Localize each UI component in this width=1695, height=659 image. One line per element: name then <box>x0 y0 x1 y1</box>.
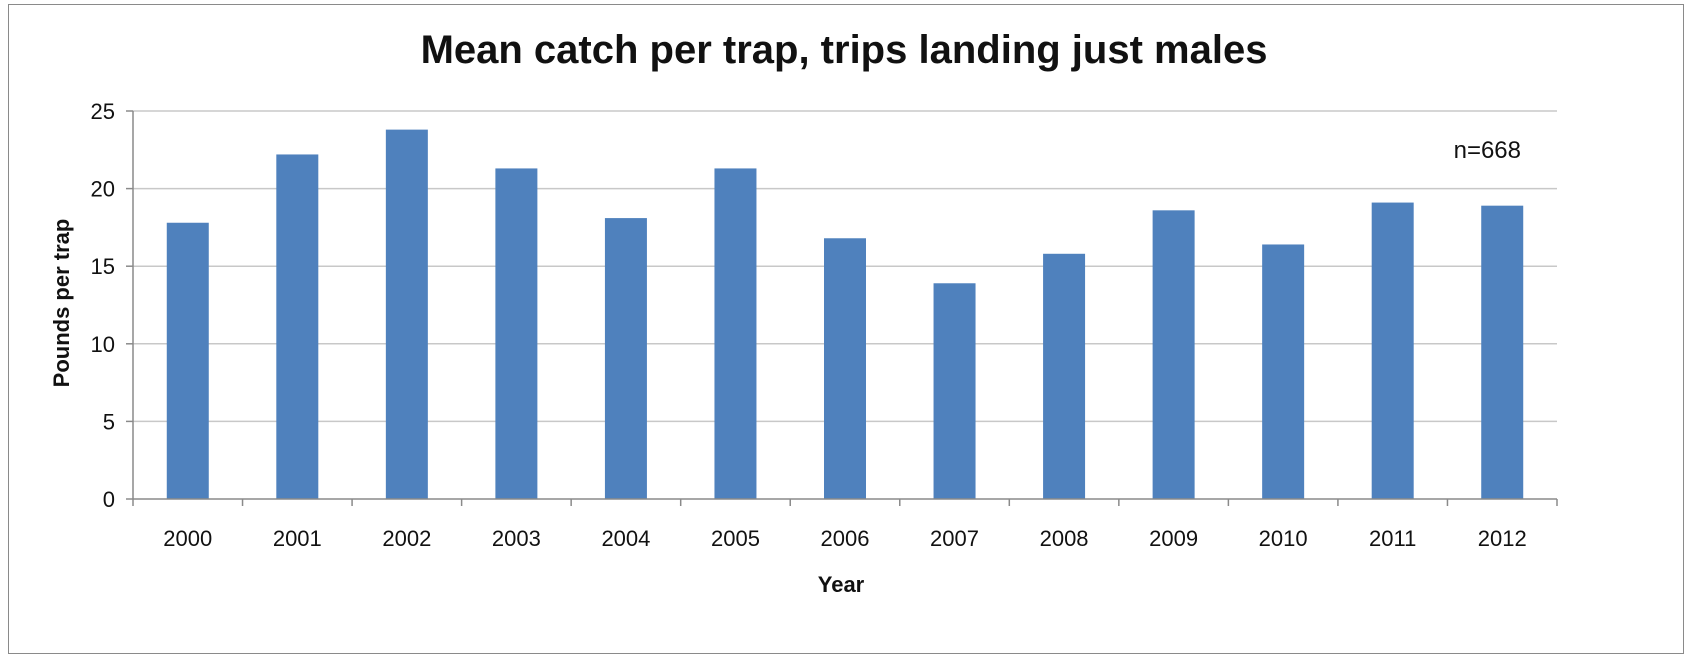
axes <box>126 110 1558 506</box>
x-tick-label: 2006 <box>821 526 870 551</box>
bar-2004 <box>604 218 647 499</box>
chart-frame: Mean catch per trap, trips landing just … <box>8 4 1684 654</box>
x-tick-label: 2000 <box>163 526 212 551</box>
bar-2007 <box>933 283 976 499</box>
bar-2009 <box>1152 210 1195 499</box>
bar-chart: Mean catch per trap, trips landing just … <box>49 28 1558 597</box>
bar-2001 <box>276 154 319 499</box>
bar-2006 <box>824 238 866 499</box>
bar-2012 <box>1481 205 1524 499</box>
x-tick-label: 2009 <box>1149 526 1198 551</box>
chart-title: Mean catch per trap, trips landing just … <box>421 28 1268 72</box>
y-tick-label: 5 <box>103 409 115 434</box>
sample-size-annotation: n=668 <box>1454 137 1521 164</box>
bar-2000 <box>166 222 209 499</box>
y-tick-labels: 0 5 10 15 20 25 <box>91 99 115 512</box>
x-tick-label: 2012 <box>1478 526 1527 551</box>
x-tick-label: 2003 <box>492 526 541 551</box>
y-tick-label: 10 <box>91 332 115 357</box>
x-tick-label: 2010 <box>1259 526 1308 551</box>
bar-2005 <box>714 168 757 499</box>
y-tick-label: 0 <box>103 487 115 512</box>
bar-2011 <box>1371 202 1414 499</box>
bars <box>166 129 1524 499</box>
x-tick-label: 2008 <box>1040 526 1089 551</box>
x-tick-label: 2005 <box>711 526 760 551</box>
y-tick-label: 25 <box>91 99 115 124</box>
x-tick-label: 2004 <box>601 526 650 551</box>
bar-2002 <box>385 129 428 499</box>
y-axis-title: Pounds per trap <box>49 219 74 388</box>
bar-2008 <box>1043 253 1086 499</box>
x-tick-label: 2007 <box>930 526 979 551</box>
bar-2003 <box>495 168 538 499</box>
x-tick-label: 2001 <box>273 526 322 551</box>
x-tick-label: 2011 <box>1369 526 1416 551</box>
bar-2010 <box>1262 244 1305 499</box>
x-tick-label: 2002 <box>382 526 431 551</box>
y-tick-label: 20 <box>91 177 115 202</box>
y-tick-label: 15 <box>91 254 115 279</box>
x-tick-labels: 2000 2001 2002 2003 2004 2005 2006 2007 2008 2009… <box>163 526 1526 551</box>
x-axis-title: Year <box>818 572 865 597</box>
